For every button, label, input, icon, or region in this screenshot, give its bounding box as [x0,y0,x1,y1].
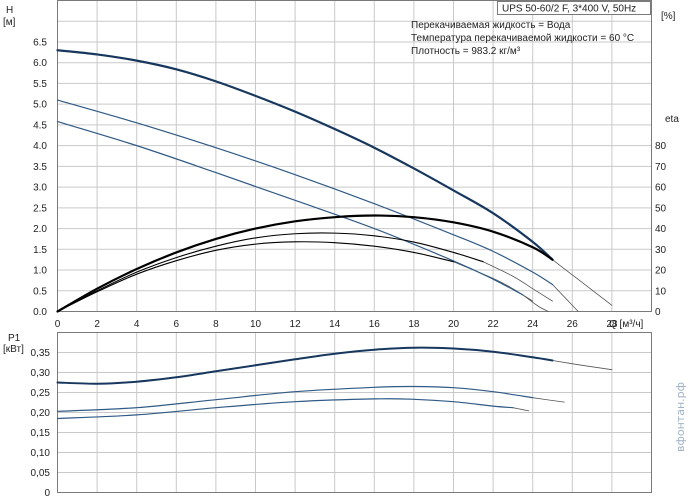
head-tick-label: 0.0 [33,307,47,318]
eta-axis-label: eta [665,114,679,125]
flow-tick-label: 28 [606,319,618,330]
head-axis-label: H [6,5,13,16]
efficiency-curve-extension [482,261,553,302]
watermark: вфонтан.рф [674,382,687,452]
eta-tick-label: 20 [655,266,667,277]
efficiency-curve [56,241,455,313]
eta-tick-label: 60 [655,183,667,194]
power-tick-label: 0,05 [31,468,51,479]
power-panel-frame [57,332,652,493]
head-curve [56,120,524,296]
head-panel-frame [57,0,652,312]
flow-tick-label: 18 [408,319,420,330]
head-tick-label: 2.5 [33,203,47,214]
flow-tick-label: 2 [94,319,100,330]
flow-tick-label: 12 [290,319,302,330]
eta-tick-label: 30 [655,245,667,256]
power-curve [56,385,534,412]
power-axis-label: P1 [8,333,21,344]
head-curve [56,99,554,286]
head-tick-label: 4.5 [33,120,47,131]
info-line-density: Плотность = 983.2 кг/м³ [411,46,521,57]
efficiency-curve [56,232,484,313]
head-tick-label: 1.0 [33,266,47,277]
power-curve [56,398,514,420]
flow-tick-label: 26 [567,319,579,330]
eta-tick-label: 50 [655,203,667,214]
flow-tick-label: 24 [527,319,539,330]
head-tick-label: 3.0 [33,183,47,194]
head-axis-unit: [м] [3,17,16,28]
info-line-temperature: Температура перекачиваемой жидкости = 60… [411,33,634,44]
model-title: UPS 50-60/2 F, 3*400 V, 50Hz [502,4,636,15]
head-curve-extension [552,284,579,312]
flow-axis-label: Q [м³/ч] [609,319,644,330]
flow-tick-label: 22 [488,319,500,330]
power-tick-label: 0,15 [31,428,51,439]
flow-tick-label: 0 [55,319,61,330]
head-tick-label: 5.5 [33,79,47,90]
head-tick-label: 5.0 [33,100,47,111]
curves [56,49,613,420]
model-title-box [497,1,651,15]
efficiency-curve [56,214,554,313]
flow-tick-label: 14 [329,319,341,330]
head-tick-label: 0.5 [33,286,47,297]
power-tick-label: 0,30 [31,368,51,379]
tick-labels: 0 2 4 6 8 10 12 14 16 18 20 22 24 26 280.00.51.01.52.0… [31,37,667,499]
power-tick-label: 0 [44,488,50,499]
info-line-liquid: Перекачиваемая жидкость = Вода [411,20,571,31]
head-tick-label: 6.0 [33,58,47,69]
flow-tick-label: 6 [174,319,180,330]
eta-tick-label: 0 [655,307,661,318]
power-curve-extension [532,397,565,403]
eta-axis-unit: [%] [661,11,676,22]
head-tick-label: 3.5 [33,162,47,173]
head-tick-label: 4.0 [33,141,47,152]
power-tick-label: 0,10 [31,448,51,459]
head-grid [57,0,652,312]
flow-tick-label: 20 [448,319,460,330]
head-curve [56,49,554,261]
power-tick-label: 0,35 [31,348,51,359]
power-curve-extension [512,407,530,412]
flow-tick-label: 8 [213,319,219,330]
head-tick-label: 6.5 [33,37,47,48]
eta-tick-label: 40 [655,224,667,235]
head-curve-extension [552,259,613,306]
power-tick-label: 0,25 [31,388,51,399]
power-axis-unit: [кВт] [3,344,24,355]
eta-tick-label: 10 [655,286,667,297]
power-tick-label: 0,20 [31,408,51,419]
head-tick-label: 1.5 [33,245,47,256]
flow-tick-label: 10 [250,319,262,330]
head-curve-extension [522,294,549,312]
flow-tick-label: 4 [134,319,140,330]
flow-tick-label: 16 [369,319,381,330]
eta-tick-label: 80 [655,141,667,152]
head-tick-label: 2.0 [33,224,47,235]
power-curve [56,346,554,385]
eta-tick-label: 70 [655,162,667,173]
power-curve-extension [552,360,613,371]
power-grid [57,332,652,493]
